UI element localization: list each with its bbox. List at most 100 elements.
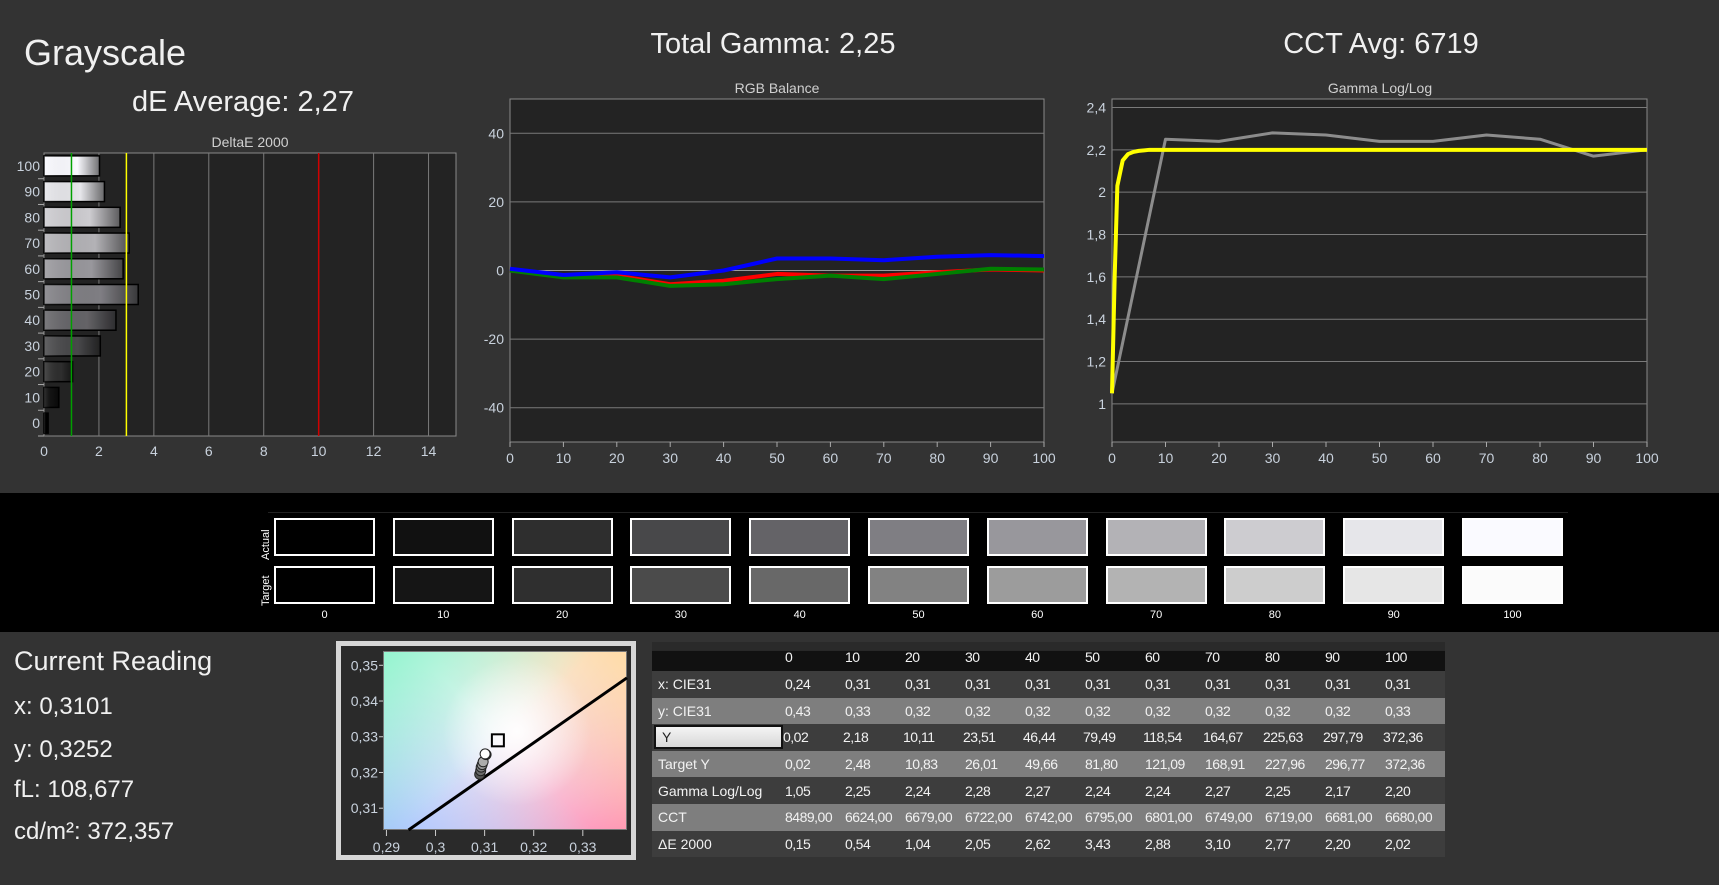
table-row[interactable]: Gamma Log/Log 1,05 2,25 2,24 2,28 2,27 2,24 2,2… (652, 777, 1445, 804)
table-cell: 0,24 (785, 676, 811, 693)
swatch-level-label: 20 (555, 609, 569, 621)
table-cell: 0,33 (1385, 702, 1411, 719)
row-label[interactable]: Target Y (658, 756, 710, 773)
cie-x-tick: 0,29 (373, 839, 400, 855)
actual-swatch (630, 518, 732, 556)
rgb-x-tick: 90 (983, 450, 999, 466)
deltae-bar-shade (44, 207, 121, 228)
deltae-bar-shade (44, 361, 73, 382)
deltae-bar-shade (44, 413, 49, 434)
table-cell: 2,02 (1385, 835, 1411, 852)
gamma-x-tick: 70 (1479, 450, 1495, 466)
table-cell: 0,32 (1025, 702, 1051, 719)
row-label[interactable]: y: CIE31 (658, 702, 712, 719)
table-cell: 6749,00 (1205, 809, 1253, 826)
table-cell: 0,31 (1385, 676, 1411, 693)
table-cell: 6722,00 (965, 809, 1013, 826)
table-row[interactable]: Target Y 0,02 2,48 10,83 26,01 49,66 81,80 121,… (652, 750, 1445, 778)
cie-x-tick: 0,32 (520, 839, 547, 855)
row-label[interactable]: x: CIE31 (658, 676, 712, 693)
deltae-x-tick: 10 (311, 443, 327, 459)
table-cell: 372,36 (1383, 729, 1423, 746)
table-cell: 2,25 (1265, 782, 1291, 799)
cie-y-tick: 0,32 (351, 764, 378, 780)
table-cell: 1,05 (785, 782, 811, 799)
row-label[interactable]: CCT (658, 809, 687, 826)
table-cell: 0,02 (783, 729, 809, 746)
swatch-band (0, 493, 1719, 632)
gamma-x-tick: 0 (1108, 450, 1116, 466)
swatch-level-label: 100 (1503, 609, 1522, 621)
table-cell: 6681,00 (1325, 809, 1373, 826)
table-cell: 296,77 (1325, 756, 1365, 773)
table-cell: 2,24 (1085, 782, 1111, 799)
table-cell: 2,25 (845, 782, 871, 799)
table-cell: 6801,00 (1145, 809, 1193, 826)
row-label-selected[interactable]: Y (654, 725, 783, 750)
cie-x-tick: 0,33 (569, 839, 596, 855)
deltae-x-tick: 2 (95, 443, 103, 459)
deltae-y-tick: 60 (24, 261, 40, 277)
rgb-y-tick: 0 (496, 263, 504, 279)
table-cell: 6795,00 (1085, 809, 1133, 826)
table-row[interactable]: CCT 8489,00 6624,00 6679,00 6722,00 6742,00 67… (652, 803, 1445, 831)
swatch-level-label: 70 (1149, 609, 1163, 621)
gamma-chart-title: Gamma Log/Log (1327, 80, 1433, 96)
target-swatch (511, 566, 613, 604)
table-row[interactable]: y: CIE31 0,43 0,33 0,32 0,32 0,32 0,32 0,32 0,32… (652, 697, 1445, 725)
deltae-x-tick: 14 (421, 443, 437, 459)
table-cell: 297,79 (1323, 729, 1363, 746)
target-swatch (749, 566, 851, 604)
table-cell: 0,15 (785, 835, 811, 852)
swatch-level-label: 40 (793, 609, 806, 621)
table-cell: 0,32 (1085, 702, 1111, 719)
table-cell: 0,32 (905, 702, 931, 719)
gamma-x-tick: 40 (1318, 450, 1334, 466)
row-label[interactable]: ΔE 2000 (658, 835, 712, 852)
table-cell: 2,20 (1325, 835, 1351, 852)
de-average: dE Average: 2,27 (132, 86, 354, 118)
divider (268, 512, 1568, 513)
deltae-x-tick: 6 (205, 443, 213, 459)
swatch-level-label: 50 (912, 609, 925, 621)
table-cell: 3,10 (1205, 835, 1231, 852)
target-swatch (1224, 566, 1326, 604)
gamma-x-tick: 90 (1586, 450, 1602, 466)
actual-swatch (274, 518, 375, 556)
cie-measured-point (479, 748, 491, 760)
deltae-x-tick: 12 (366, 443, 382, 459)
rgb-series-green (509, 266, 1045, 288)
column-header: 30 (965, 648, 980, 665)
table-row[interactable]: Y 0,02 2,18 10,11 23,51 46,44 79,49 118,54 164,6… (652, 724, 1445, 751)
gamma-x-tick: 60 (1425, 450, 1441, 466)
gamma-x-tick: 50 (1372, 450, 1388, 466)
cie-blackbody-locus (407, 676, 628, 832)
table-cell: 0,32 (1265, 702, 1291, 719)
table-row[interactable]: x: CIE31 0,24 0,31 0,31 0,31 0,31 0,31 0,31 0,31… (652, 671, 1445, 698)
gamma-y-tick: 1,4 (1087, 311, 1107, 327)
actual-swatch (1224, 518, 1326, 556)
column-header: 20 (905, 648, 920, 665)
target-swatch (1343, 566, 1445, 604)
deltae-x-tick: 8 (260, 443, 268, 459)
deltae-y-tick: 10 (24, 389, 40, 405)
row-label[interactable]: Gamma Log/Log (658, 782, 763, 799)
gamma-y-tick: 2 (1098, 184, 1106, 200)
deltae-bar-shade (44, 258, 124, 279)
gamma-y-tick: 1 (1098, 396, 1106, 412)
rgb-x-tick: 30 (662, 450, 678, 466)
table-cell: 26,01 (965, 756, 998, 773)
table-cell: 0,32 (965, 702, 991, 719)
rgb-x-tick: 20 (609, 450, 625, 466)
table-cell: 227,96 (1265, 756, 1305, 773)
column-header: 40 (1025, 648, 1040, 665)
table-cell: 0,31 (1325, 676, 1351, 693)
cie-x-tick: 0,3 (426, 839, 446, 855)
swatch-level-label: 80 (1268, 609, 1282, 621)
gamma-y-tick: 1,8 (1087, 227, 1107, 243)
deltae-x-tick: 4 (150, 443, 158, 459)
table-row[interactable]: ΔE 2000 0,15 0,54 1,04 2,05 2,62 3,43 2,88 3,10 2… (652, 830, 1445, 858)
deltae-x-tick: 0 (40, 443, 48, 459)
rgb-y-tick: -20 (484, 331, 504, 347)
rgb-balance-title: RGB Balance (734, 80, 820, 96)
